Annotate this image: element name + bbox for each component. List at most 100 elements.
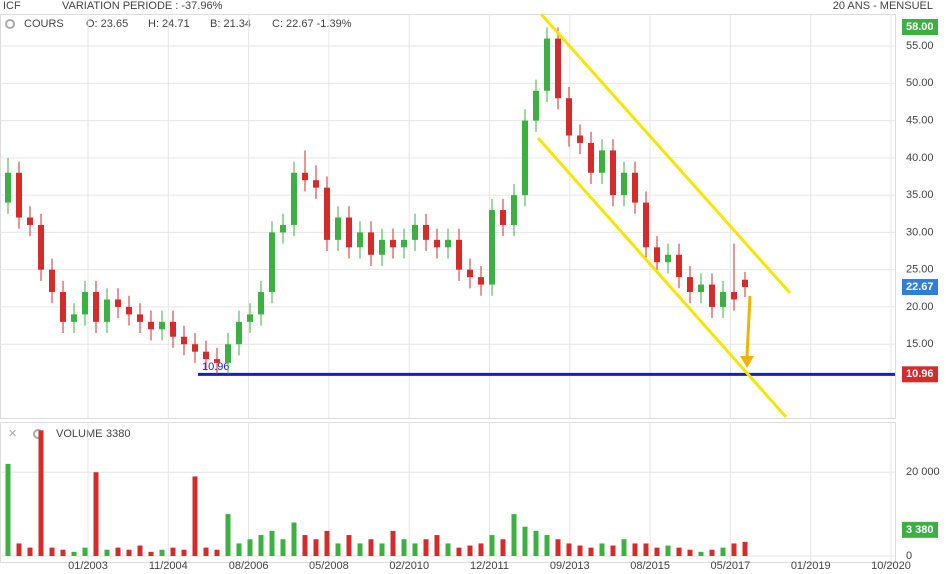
candle-body [577, 135, 583, 143]
volume-bar [236, 543, 242, 556]
candle-body [445, 239, 451, 248]
x-tick-label: 02/2010 [389, 560, 429, 572]
volume-bar [137, 545, 143, 556]
volume-bar [192, 476, 198, 556]
candle-body [566, 98, 572, 136]
candle-body [478, 277, 484, 285]
y-tick-label: 20.00 [906, 301, 934, 313]
candle-body [291, 172, 297, 225]
volume-bar [390, 530, 396, 556]
volume-bar [269, 530, 275, 556]
candle-body [313, 180, 319, 188]
candle-body [82, 292, 88, 315]
volume-bar [478, 543, 484, 556]
volume-bar [401, 539, 407, 556]
volume-bar [181, 549, 187, 556]
volume-bar [302, 535, 308, 556]
volume-bar [445, 543, 451, 556]
support-label: 10.96 [202, 361, 230, 373]
max-label: 58.00 [906, 21, 934, 33]
candle-body [49, 269, 55, 293]
volume-bar [49, 547, 55, 556]
candle-body [269, 232, 275, 293]
volume-title: VOLUME [56, 428, 102, 440]
volume-bar [709, 549, 715, 556]
y-tick-label: 15.00 [906, 338, 934, 350]
candle-body [159, 321, 165, 330]
volume-bar [148, 551, 154, 556]
candle-body [214, 359, 220, 363]
candle-body [654, 247, 660, 263]
candle-body [346, 217, 352, 248]
candle-body [588, 142, 594, 173]
volume-bar [654, 547, 660, 556]
trend-line [536, 137, 788, 418]
candle-body [126, 306, 132, 315]
candle-body [698, 284, 704, 293]
candle-body [357, 232, 363, 248]
candle-body [610, 150, 616, 196]
candle-body [489, 210, 495, 285]
candle-body [192, 344, 198, 352]
candle-body [500, 210, 506, 225]
candle-body [302, 172, 308, 181]
symbol: ICF [3, 0, 21, 12]
volume-bar [16, 543, 22, 556]
candle-body [456, 239, 462, 270]
candle-body [423, 224, 429, 240]
candle-body [544, 38, 550, 91]
volume-bar [82, 547, 88, 556]
candle-body [665, 254, 671, 263]
volume-bar [5, 463, 11, 556]
volume-bar [93, 472, 99, 556]
volume-bar [115, 547, 121, 556]
volume-bar [544, 535, 550, 556]
candle-body [5, 172, 11, 203]
max-label-box [902, 19, 938, 35]
volume-bar [434, 535, 440, 556]
candle-body [522, 120, 528, 196]
volume-bar [38, 430, 44, 556]
volume-bar [555, 539, 561, 556]
volume-bar [698, 551, 704, 556]
candle-body [38, 224, 44, 270]
volume-bar [368, 539, 374, 556]
last-price: 22.67 [906, 281, 934, 293]
candle-body [643, 202, 649, 248]
candle-body [181, 336, 187, 345]
volume-bar [159, 549, 165, 556]
candle-body [280, 224, 286, 233]
candle-body [93, 292, 99, 322]
candle-body [434, 239, 440, 248]
close-icon[interactable]: ✕ [8, 428, 17, 440]
candle-body [324, 187, 330, 240]
series-label: COURS [24, 18, 64, 30]
volume-bar [379, 543, 385, 556]
volume-bar [203, 547, 209, 556]
x-tick-label: 09/2013 [550, 560, 590, 572]
volume-bar [423, 539, 429, 556]
volume-bar [357, 543, 363, 556]
volume-bar [489, 535, 495, 556]
candle-body [170, 321, 176, 337]
volume-bar [610, 545, 616, 556]
candle-body [401, 239, 407, 248]
candle-body [148, 321, 154, 330]
y-tick-label: 35.00 [906, 189, 934, 201]
volume-bar [522, 526, 528, 556]
x-tick-label: 05/2008 [309, 560, 349, 572]
last-price-box [902, 279, 938, 296]
volume-bar [126, 549, 132, 556]
x-tick-label: 08/2006 [229, 560, 269, 572]
candle-body [731, 292, 737, 300]
x-tick-label: 01/2003 [68, 560, 108, 572]
volume-bar [467, 545, 473, 556]
volume-bar [214, 549, 220, 556]
x-tick-label: 08/2015 [630, 560, 670, 572]
candle-body [60, 292, 66, 322]
volume-value: 3380 [106, 428, 130, 440]
candle-body [258, 292, 264, 315]
volume-bar [324, 530, 330, 556]
settings-icon[interactable] [5, 19, 15, 29]
volume-bar [170, 547, 176, 556]
